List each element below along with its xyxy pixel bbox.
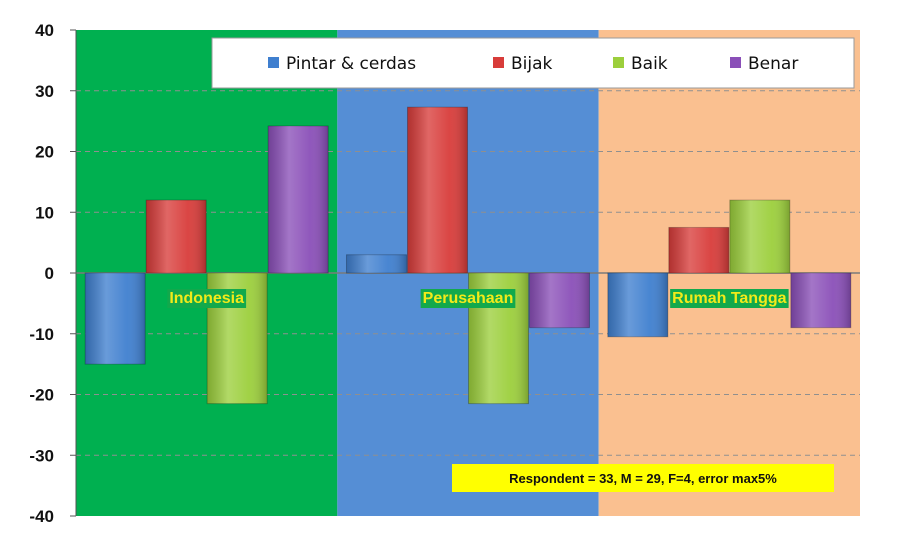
y-tick-label: 0 — [45, 264, 54, 283]
legend-swatch — [268, 57, 279, 68]
legend-item: Benar — [730, 54, 798, 74]
svg-text:Perusahaan: Perusahaan — [423, 290, 514, 307]
y-tick-label: 30 — [35, 82, 54, 101]
bar-indonesia-benar — [267, 125, 329, 274]
y-tick-label: -10 — [29, 325, 54, 344]
bar-indonesia-bijak — [145, 199, 207, 274]
category-label-perusahaan: Perusahaan — [420, 289, 516, 308]
legend-swatch — [613, 57, 624, 68]
bar-rumah-tangga-pintar-cerdas — [607, 272, 669, 338]
category-label-indonesia: Indonesia — [167, 289, 247, 308]
bar-indonesia-pintar-cerdas — [84, 272, 146, 365]
bar-rumah-tangga-benar — [790, 272, 852, 329]
bar-rumah-tangga-baik — [729, 199, 791, 274]
bar-perusahaan-benar — [529, 272, 590, 329]
legend-box — [211, 37, 855, 89]
legend-item: Baik — [613, 54, 668, 74]
legend-swatch — [730, 57, 741, 68]
bar-perusahaan-pintar-cerdas — [346, 254, 407, 274]
bar-perusahaan-bijak — [407, 106, 468, 274]
legend-label: Baik — [631, 54, 668, 74]
category-label-rumah-tangga: Rumah Tangga — [670, 289, 789, 308]
legend-label: Bijak — [511, 54, 553, 74]
legend: Pintar & cerdas Bijak Baik Benar — [211, 37, 855, 89]
y-tick-label: -30 — [29, 446, 54, 465]
annotation-text: Respondent = 33, M = 29, F=4, error max5… — [509, 471, 777, 486]
annotation: Respondent = 33, M = 29, F=4, error max5… — [452, 464, 834, 492]
bar-rumah-tangga-bijak — [668, 226, 730, 274]
y-tick-label: -40 — [29, 507, 54, 526]
y-tick-label: 20 — [35, 143, 54, 162]
legend-item: Pintar & cerdas — [268, 54, 416, 74]
svg-text:Rumah Tangga: Rumah Tangga — [672, 290, 786, 307]
legend-label: Pintar & cerdas — [286, 54, 416, 74]
y-tick-label: 10 — [35, 203, 54, 222]
legend-swatch — [493, 57, 504, 68]
legend-item: Bijak — [493, 54, 553, 74]
y-tick-label: 40 — [35, 21, 54, 40]
legend-label: Benar — [748, 54, 798, 74]
annotation-box — [452, 464, 834, 492]
y-tick-label: -20 — [29, 386, 54, 405]
svg-text:Indonesia: Indonesia — [169, 290, 244, 307]
